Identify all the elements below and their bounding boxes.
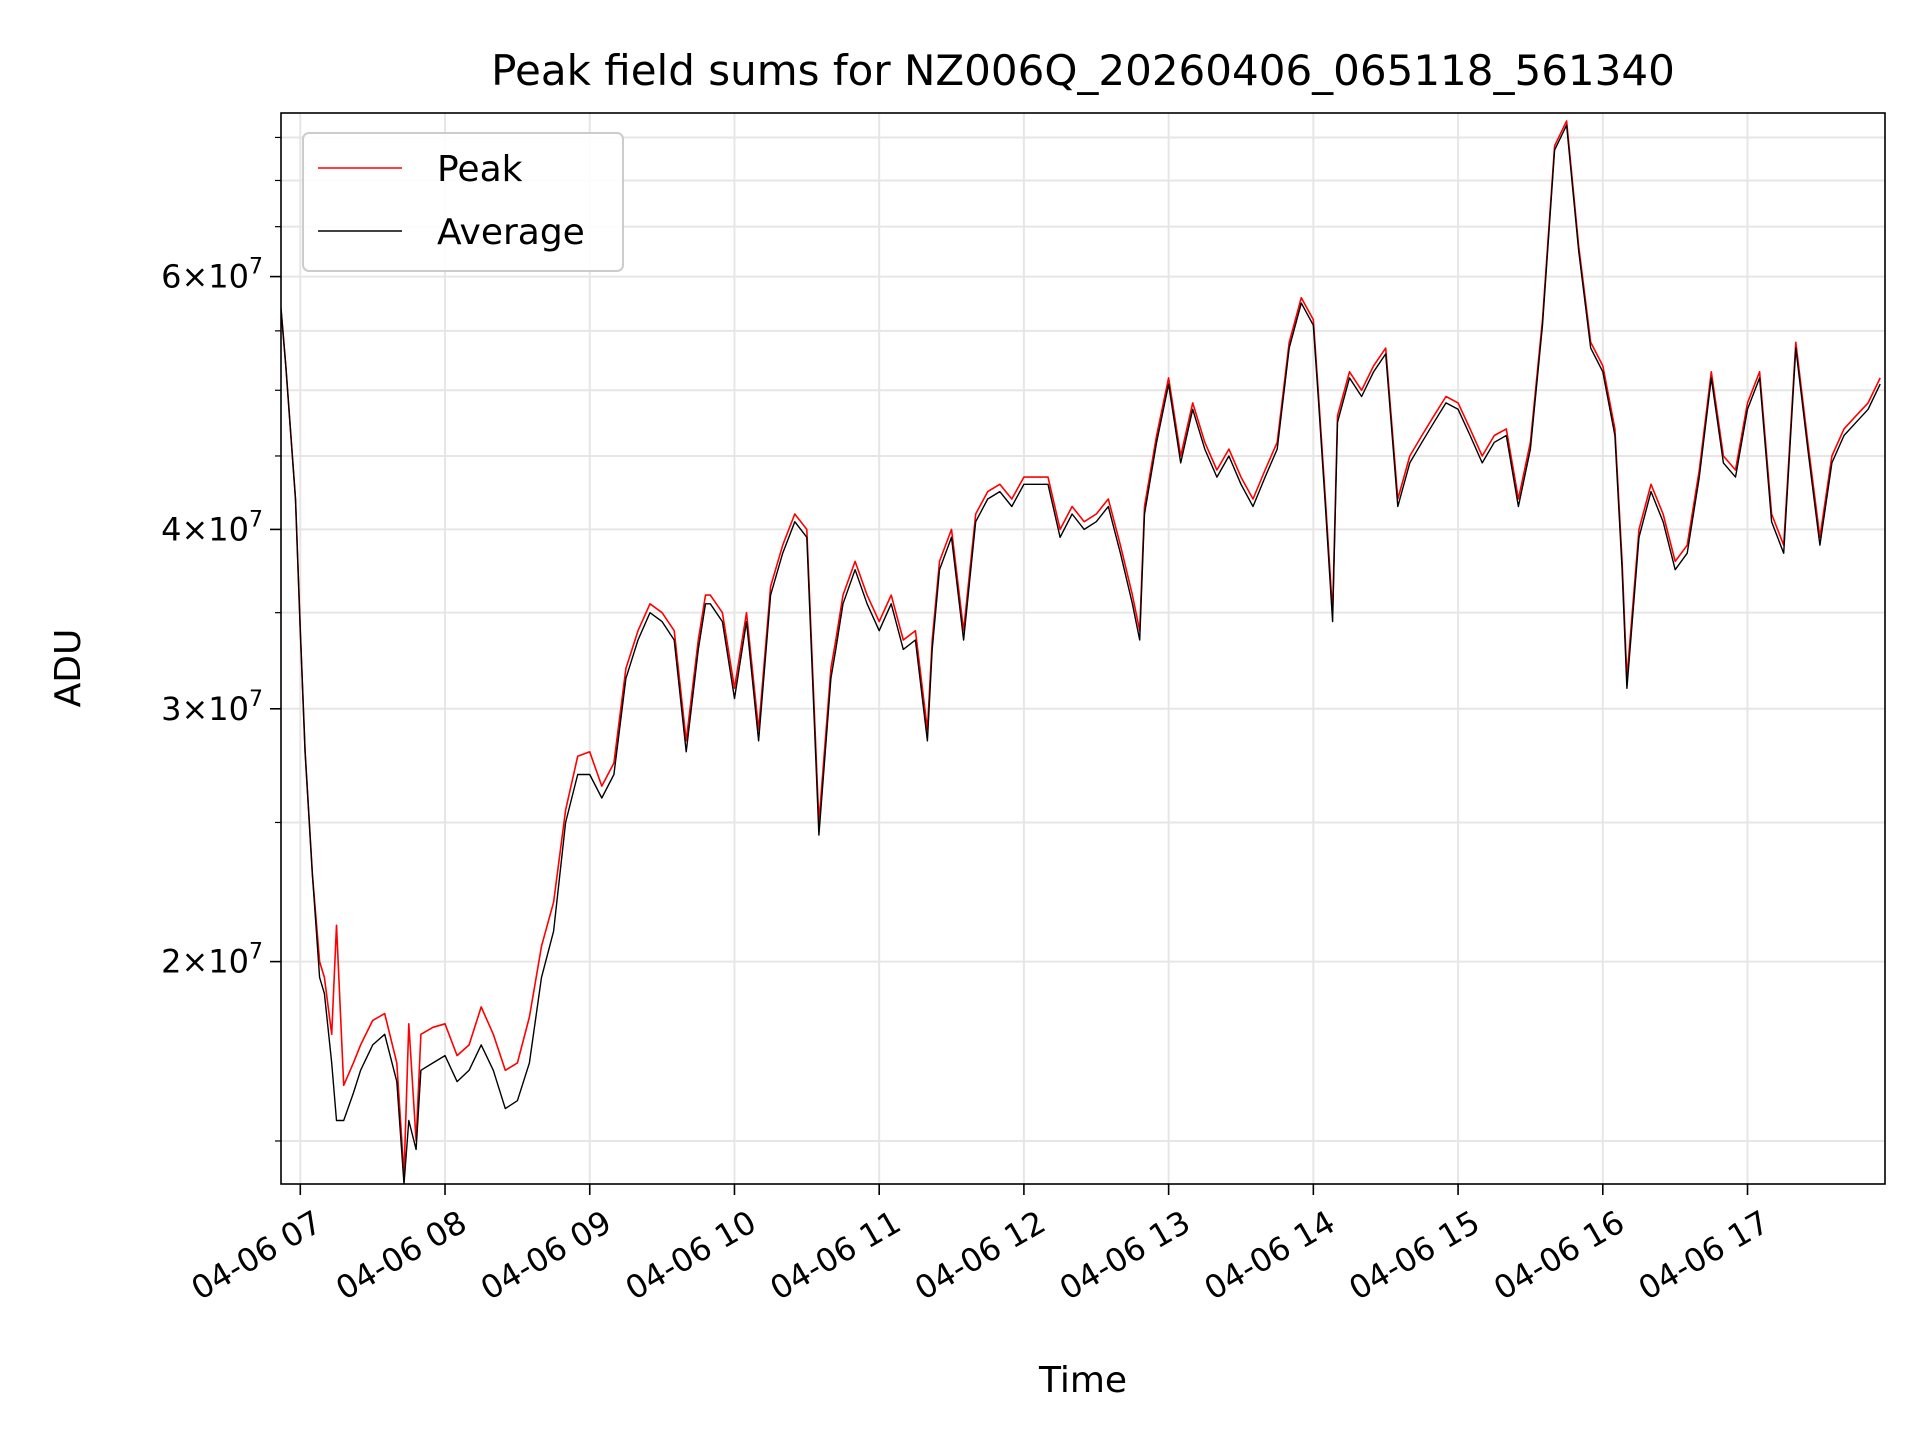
- y-tick-label: 3×107: [161, 687, 263, 728]
- axes-frame: [280, 112, 1886, 1185]
- legend: Peak Average: [302, 132, 624, 272]
- y-tick-label: 4×107: [161, 507, 263, 548]
- series-peak-line: [281, 120, 1881, 1176]
- plot-lines: [281, 120, 1881, 1184]
- legend-peak-label: Peak: [437, 149, 523, 190]
- y-tick-label: 2×107: [161, 940, 263, 981]
- series-average-line: [281, 124, 1881, 1184]
- y-tick-label: 6×107: [161, 255, 263, 296]
- chart-title: Peak field sums for NZ006Q_20260406_0651…: [491, 46, 1675, 95]
- x-axis-label: Time: [1038, 1360, 1127, 1401]
- y-axis-label: ADU: [48, 629, 89, 708]
- y-axis-ticks: 2×107 3×107 4×107 6×107: [161, 136, 281, 1142]
- legend-average-label: Average: [437, 212, 585, 253]
- grid: [281, 113, 1885, 1184]
